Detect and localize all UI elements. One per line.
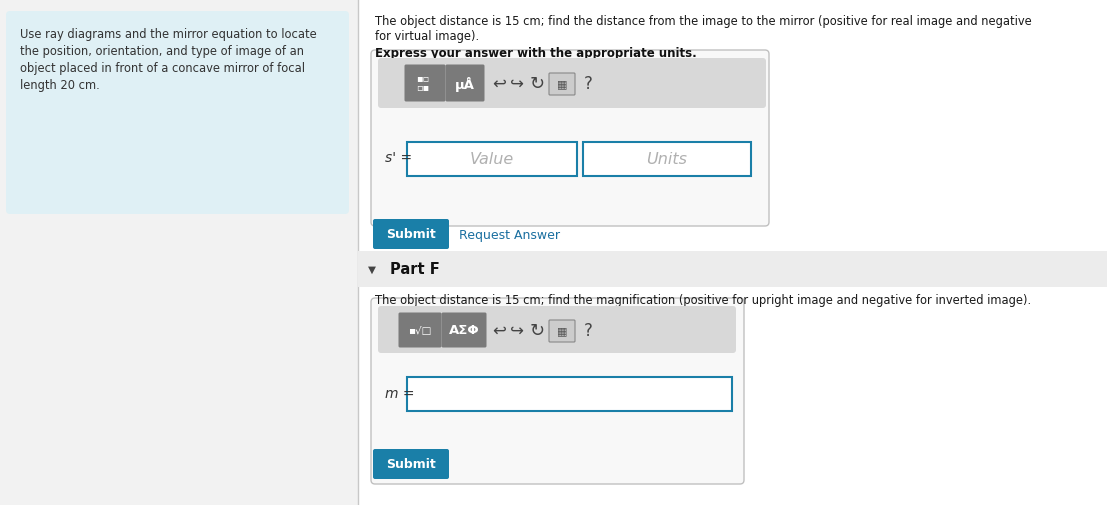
Text: ▪▫
▫▪: ▪▫ ▫▪ <box>416 73 430 92</box>
FancyBboxPatch shape <box>445 65 485 103</box>
Bar <box>358 0 1107 505</box>
FancyBboxPatch shape <box>404 65 445 103</box>
Text: ↻: ↻ <box>529 75 545 93</box>
Text: ↻: ↻ <box>529 321 545 339</box>
Text: ▪√□: ▪√□ <box>408 325 432 335</box>
FancyBboxPatch shape <box>377 307 736 353</box>
Text: Use ray diagrams and the mirror equation to locate: Use ray diagrams and the mirror equation… <box>20 28 317 41</box>
Text: ▦: ▦ <box>557 325 567 335</box>
FancyBboxPatch shape <box>6 12 349 215</box>
Text: Value: Value <box>469 152 514 167</box>
Text: ↩: ↩ <box>493 75 506 93</box>
Text: The object distance is 15 cm; find the distance from the image to the mirror (po: The object distance is 15 cm; find the d… <box>375 15 1032 28</box>
Text: length 20 cm.: length 20 cm. <box>20 79 100 92</box>
Text: Units: Units <box>646 152 687 167</box>
FancyBboxPatch shape <box>442 313 486 348</box>
FancyBboxPatch shape <box>373 449 449 479</box>
Text: ▼: ▼ <box>368 265 376 274</box>
Text: The object distance is 15 cm; find the magnification (positive for upright image: The object distance is 15 cm; find the m… <box>375 293 1031 307</box>
Text: m =: m = <box>385 386 414 400</box>
FancyBboxPatch shape <box>399 313 442 348</box>
Bar <box>407 377 732 411</box>
Bar <box>358 251 1107 287</box>
Text: the position, orientation, and type of image of an: the position, orientation, and type of i… <box>20 45 304 58</box>
Text: ↪: ↪ <box>510 321 524 339</box>
Text: object placed in front of a concave mirror of focal: object placed in front of a concave mirr… <box>20 62 306 75</box>
Text: Request Answer: Request Answer <box>459 228 560 241</box>
Text: ?: ? <box>583 321 592 339</box>
FancyBboxPatch shape <box>549 320 575 342</box>
Bar <box>407 143 577 177</box>
FancyBboxPatch shape <box>371 298 744 484</box>
Text: Part F: Part F <box>390 262 439 277</box>
FancyBboxPatch shape <box>371 51 769 227</box>
Text: Submit: Submit <box>386 458 436 471</box>
Text: ↩: ↩ <box>493 321 506 339</box>
Bar <box>583 143 751 177</box>
Bar <box>0 0 1107 22</box>
FancyBboxPatch shape <box>549 74 575 96</box>
Text: Submit: Submit <box>386 228 436 241</box>
Text: ΑΣΦ: ΑΣΦ <box>448 324 479 337</box>
FancyBboxPatch shape <box>377 59 766 109</box>
Text: Express your answer with the appropriate units.: Express your answer with the appropriate… <box>375 47 696 60</box>
FancyBboxPatch shape <box>373 220 449 249</box>
Text: ?: ? <box>583 75 592 93</box>
Text: μÅ: μÅ <box>455 76 475 91</box>
Text: ↪: ↪ <box>510 75 524 93</box>
Text: for virtual image).: for virtual image). <box>375 30 479 43</box>
Text: s' =: s' = <box>385 150 412 165</box>
Text: ▦: ▦ <box>557 79 567 89</box>
